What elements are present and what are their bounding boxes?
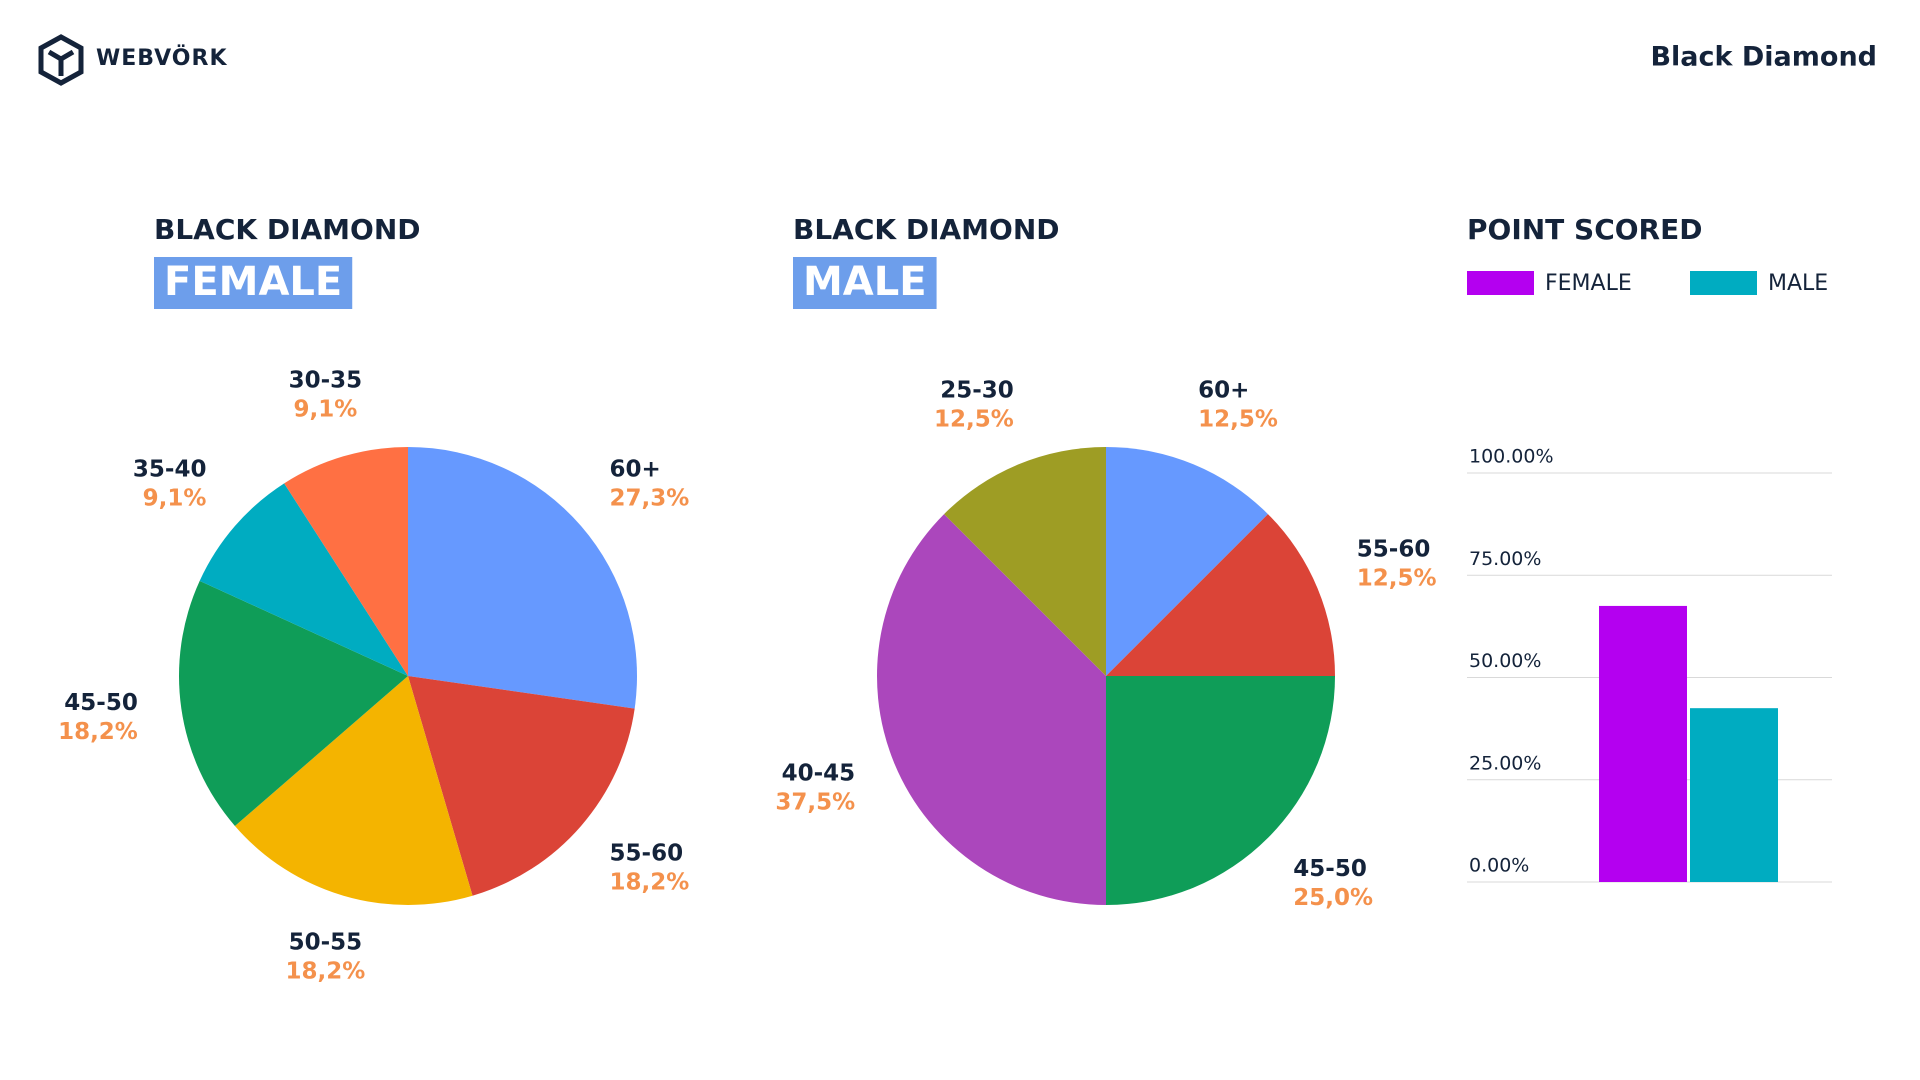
y-tick-label: 75.00% <box>1469 548 1541 570</box>
legend-swatch <box>1690 271 1757 295</box>
slice-category: 40-45 <box>782 761 856 787</box>
pie-slice <box>178 580 408 826</box>
legend-label: FEMALE <box>1545 271 1632 296</box>
slice-value-label: 12,5% <box>934 407 1014 433</box>
slice-value-label: 25,0% <box>1293 885 1373 911</box>
y-tick-label: 100.00% <box>1469 446 1554 468</box>
slice-value-label: 27,3% <box>610 486 690 512</box>
logo-text: WEBVÖRK <box>96 45 228 71</box>
slice-value-label: 18,2% <box>286 959 366 985</box>
slice-value-label: 9,1% <box>143 486 207 512</box>
slice-value-label: 18,2% <box>610 869 690 895</box>
slice-value-label: 12,5% <box>1357 565 1437 591</box>
pie-slice <box>1106 514 1335 676</box>
chart-title: BLACK DIAMOND <box>793 213 1060 246</box>
slice-category: 45-50 <box>64 690 138 716</box>
slice-category: 60+ <box>610 457 661 483</box>
slice-category: 60+ <box>1198 378 1249 404</box>
slice-value-label: 37,5% <box>775 790 855 816</box>
slice-category: 55-60 <box>1357 536 1431 562</box>
header-title: Black Diamond <box>1650 42 1877 73</box>
slice-category: 25-30 <box>940 378 1014 404</box>
pie-slice <box>877 514 1106 905</box>
pie-slice <box>199 483 408 676</box>
legend-swatch <box>1467 271 1534 295</box>
slice-category: 50-55 <box>289 930 363 956</box>
pie-slice <box>408 447 638 709</box>
slice-category: 35-40 <box>133 457 207 483</box>
chart-title: BLACK DIAMOND <box>154 213 421 246</box>
slice-category: 45-50 <box>1293 856 1367 882</box>
pie-slice <box>1106 676 1335 905</box>
pie-slice <box>234 676 473 905</box>
y-tick-label: 25.00% <box>1469 752 1541 774</box>
pie-slice <box>408 676 635 896</box>
pie-slice <box>1106 447 1268 676</box>
slice-category: 30-35 <box>289 367 363 393</box>
chart-title: POINT SCORED <box>1467 213 1702 246</box>
slice-value-label: 9,1% <box>294 396 358 422</box>
bar <box>1599 605 1687 882</box>
bar <box>1690 708 1778 882</box>
slice-category: 55-60 <box>610 840 684 866</box>
subtitle-bg <box>154 257 353 309</box>
slice-value-label: 12,5% <box>1198 407 1278 433</box>
logo-icon <box>38 34 84 86</box>
chart-subtitle: FEMALE <box>164 259 342 305</box>
y-tick-label: 50.00% <box>1469 650 1541 672</box>
subtitle-bg <box>793 257 937 309</box>
pie-slice <box>284 447 408 676</box>
slice-value-label: 18,2% <box>58 719 138 745</box>
y-tick-label: 0.00% <box>1469 855 1529 877</box>
legend-label: MALE <box>1768 271 1828 296</box>
pie-slice <box>944 447 1106 676</box>
chart-subtitle: MALE <box>803 259 927 305</box>
